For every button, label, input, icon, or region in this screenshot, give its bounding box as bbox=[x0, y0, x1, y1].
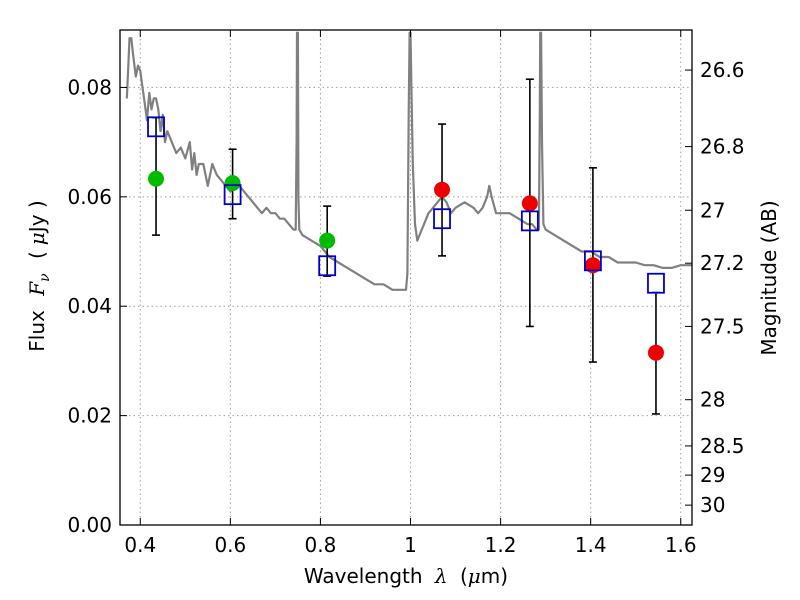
x-axis-label: Wavelength λ (μm) bbox=[304, 564, 508, 588]
x-tick-label: 0.6 bbox=[214, 533, 246, 557]
y2-tick-label: 27.2 bbox=[700, 251, 745, 275]
x-tick-label: 1 bbox=[404, 533, 417, 557]
observed-points bbox=[148, 170, 664, 361]
y2-tick-label: 26.8 bbox=[700, 135, 745, 159]
red-data-point bbox=[434, 181, 451, 198]
model-square bbox=[647, 272, 665, 294]
model-square bbox=[433, 208, 451, 230]
red-data-point bbox=[647, 344, 664, 361]
y-tick-label: 0.02 bbox=[67, 404, 112, 428]
green-data-point bbox=[148, 170, 165, 187]
x-tick-label: 1.2 bbox=[485, 533, 517, 557]
error-bars bbox=[152, 78, 660, 415]
x-axis-label-unit-mu: μ bbox=[468, 564, 481, 588]
model-square bbox=[584, 250, 602, 272]
model-square bbox=[318, 255, 337, 277]
y2-tick-label: 26.6 bbox=[700, 58, 745, 82]
green-data-point bbox=[224, 175, 241, 192]
red-data-point bbox=[521, 195, 538, 212]
y-axis-label-text: Flux bbox=[25, 310, 49, 352]
green-data-point bbox=[319, 232, 336, 249]
axis-ticks: 0.4 0.6 0.8 1 1.2 1.4 1.6 0.00 0.02 0.04 0.06 0.08 2… bbox=[67, 30, 745, 557]
x-tick-label: 1.4 bbox=[575, 533, 607, 557]
y2-tick-label: 30 bbox=[700, 493, 725, 517]
grid bbox=[120, 30, 692, 526]
y2-tick-label: 27.5 bbox=[700, 314, 745, 338]
y-tick-label: 0.04 bbox=[67, 294, 112, 318]
red-data-point bbox=[584, 257, 601, 274]
plot-frame bbox=[119, 29, 693, 526]
y2-tick-label: 28.5 bbox=[700, 434, 745, 458]
x-axis-label-text: Wavelength bbox=[304, 564, 423, 588]
y2-tick-label: 28 bbox=[700, 388, 725, 412]
y-axis-label-symbol: F bbox=[25, 281, 49, 297]
model-square bbox=[147, 116, 165, 138]
model-square bbox=[520, 210, 539, 232]
x-tick-label: 0.4 bbox=[124, 533, 156, 557]
model-square bbox=[223, 184, 242, 206]
y-axis-label-unit-rest: Jy ) bbox=[25, 200, 49, 234]
x-tick-label: 0.8 bbox=[305, 533, 337, 557]
y-axis-label: Flux Fν ( μJy ) bbox=[25, 200, 54, 351]
y2-tick-label: 27 bbox=[700, 198, 725, 222]
y-tick-label: 0.00 bbox=[67, 513, 112, 537]
y-axis-label-unit-mu: μ bbox=[25, 232, 49, 245]
template-spectrum-line bbox=[125, 31, 692, 291]
right-axis-label: Magnitude (AB) bbox=[757, 200, 781, 355]
y-axis-label-unit-open: ( bbox=[25, 251, 49, 259]
x-axis-label-unit-rest: m) bbox=[481, 564, 508, 588]
y-axis-label-subscript: ν bbox=[37, 273, 53, 282]
model-squares bbox=[147, 116, 665, 294]
x-axis-label-symbol: λ bbox=[434, 564, 448, 588]
y-tick-label: 0.06 bbox=[67, 185, 112, 209]
y2-tick-label: 29 bbox=[700, 463, 725, 487]
y-tick-label: 0.08 bbox=[67, 75, 112, 99]
x-tick-label: 1.6 bbox=[665, 533, 697, 557]
template-spectrum bbox=[125, 31, 692, 291]
x-axis-label-unit-open: ( bbox=[460, 564, 468, 588]
